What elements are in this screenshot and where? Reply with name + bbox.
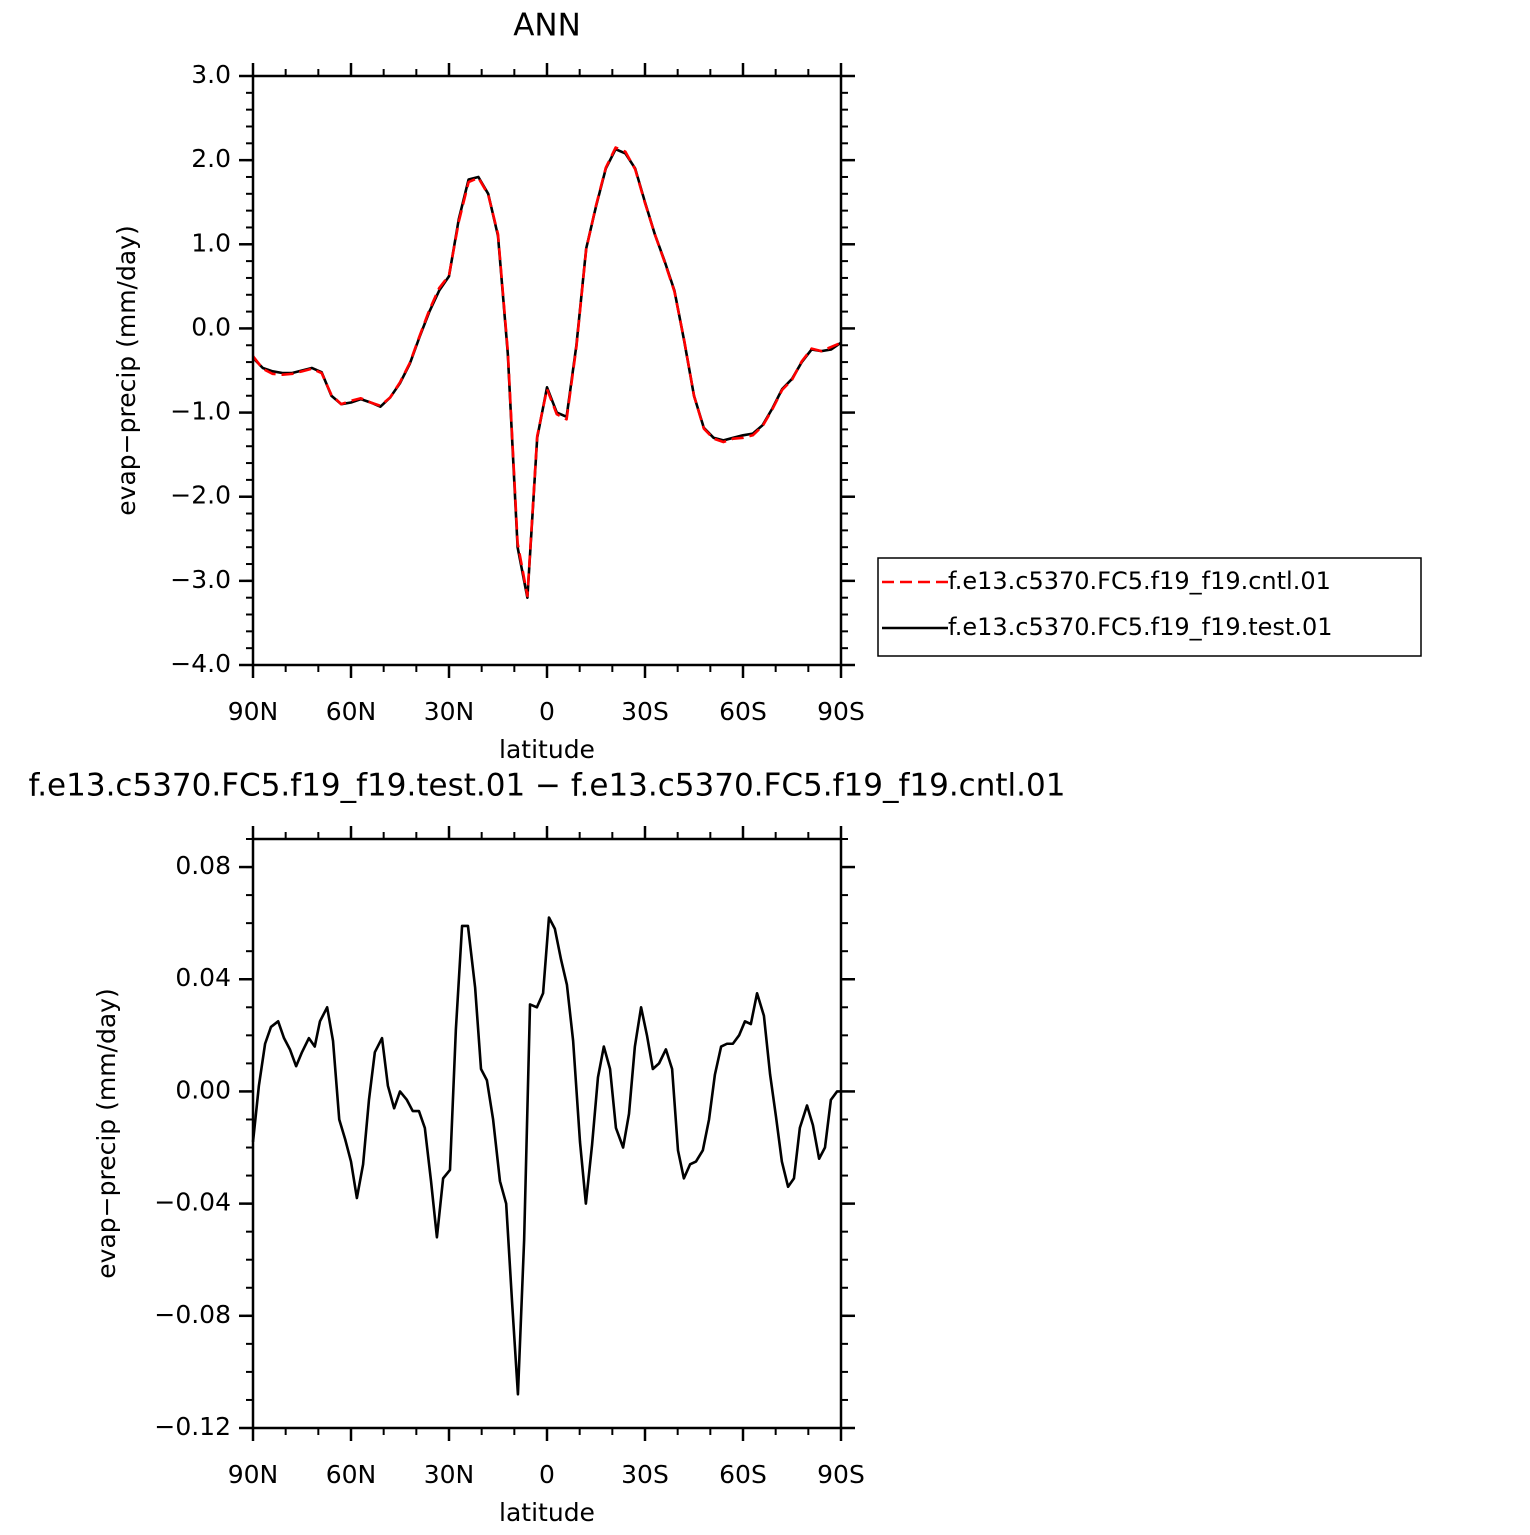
x-tick-label: 90N xyxy=(228,1460,279,1489)
x-tick-label: 30N xyxy=(424,1460,475,1489)
x-tick-label: 30S xyxy=(621,697,669,726)
y-tick-label: 0.00 xyxy=(175,1075,231,1104)
y-tick-label: 0.08 xyxy=(175,851,231,880)
x-axis-label: latitude xyxy=(499,1498,595,1527)
plot-frame xyxy=(251,74,843,667)
x-tick-label: 60N xyxy=(326,697,377,726)
data-line xyxy=(251,916,841,1396)
x-tick-label: 60S xyxy=(719,1460,767,1489)
y-tick-label: −0.08 xyxy=(154,1300,231,1329)
x-axis-label: latitude xyxy=(499,735,595,764)
data-line xyxy=(251,146,842,598)
plot-frame xyxy=(251,837,843,1430)
y-tick-label: 2.0 xyxy=(191,144,231,173)
y-tick-label: −3.0 xyxy=(170,565,231,594)
y-tick-label: −0.04 xyxy=(154,1188,231,1217)
chart-title: ANN xyxy=(513,8,581,44)
legend-label: f.e13.c5370.FC5.f19_f19.test.01 xyxy=(948,613,1333,641)
y-tick-label: −1.0 xyxy=(170,397,231,426)
y-axis-label: evap−precip (mm/day) xyxy=(112,225,141,515)
y-tick-label: 3.0 xyxy=(191,60,231,89)
x-tick-label: 60S xyxy=(719,697,767,726)
x-tick-label: 0 xyxy=(539,697,555,726)
x-tick-label: 90S xyxy=(817,697,865,726)
y-axis-label: evap−precip (mm/day) xyxy=(92,988,121,1278)
x-tick-label: 90S xyxy=(817,1460,865,1489)
x-tick-label: 60N xyxy=(326,1460,377,1489)
legend: f.e13.c5370.FC5.f19_f19.cntl.01 f.e13.c53… xyxy=(877,557,1422,657)
legend-label: f.e13.c5370.FC5.f19_f19.cntl.01 xyxy=(948,567,1331,595)
x-tick-label: 30S xyxy=(621,1460,669,1489)
y-tick-label: −4.0 xyxy=(170,649,231,678)
y-tick-label: −2.0 xyxy=(170,481,231,510)
y-tick-label: 0.0 xyxy=(191,312,231,341)
chart-title: f.e13.c5370.FC5.f19_f19.test.01 − f.e13.… xyxy=(29,768,1066,804)
x-tick-label: 90N xyxy=(228,697,279,726)
legend-box xyxy=(877,557,1422,657)
y-tick-label: 0.04 xyxy=(175,963,231,992)
x-tick-label: 30N xyxy=(424,697,475,726)
y-tick-label: −0.12 xyxy=(154,1412,231,1441)
data-line xyxy=(252,147,842,599)
x-tick-label: 0 xyxy=(539,1460,555,1489)
y-tick-label: 1.0 xyxy=(191,228,231,257)
